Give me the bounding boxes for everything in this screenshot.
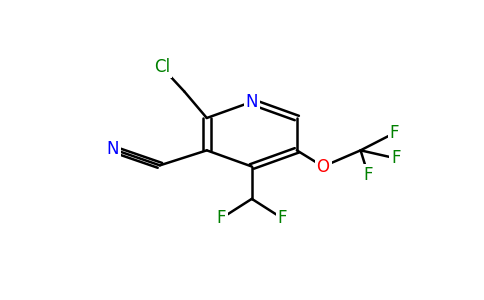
Text: F: F (216, 209, 226, 227)
Text: F: F (363, 166, 373, 184)
Text: F: F (392, 149, 401, 167)
Text: Cl: Cl (154, 58, 170, 76)
Text: N: N (107, 140, 119, 158)
Text: F: F (390, 124, 399, 142)
Text: O: O (317, 158, 330, 175)
Text: N: N (245, 93, 258, 111)
Text: F: F (278, 209, 287, 227)
